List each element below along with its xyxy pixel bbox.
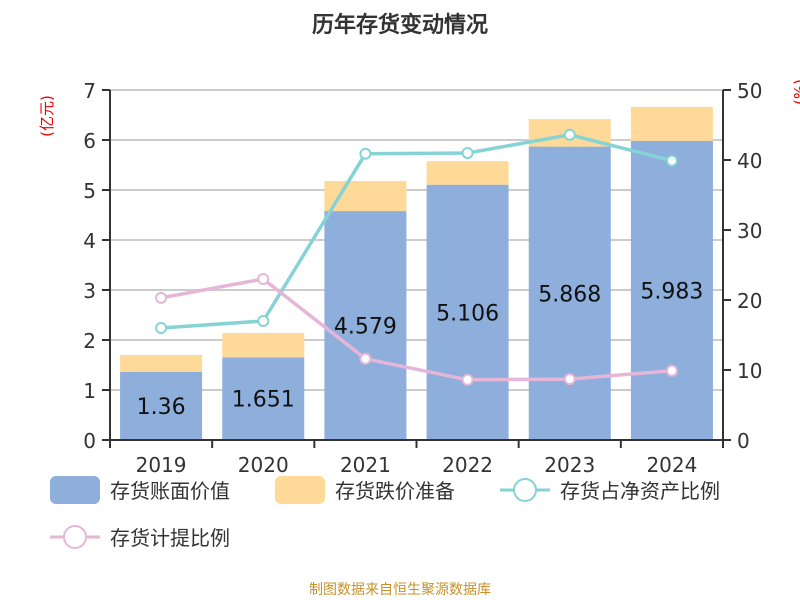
legend-swatch <box>50 476 100 504</box>
left-tick-label: 5 <box>83 179 96 203</box>
legend-label: 存货账面价值 <box>110 479 230 503</box>
data-label: 5.106 <box>436 301 499 326</box>
source-note: 制图数据来自恒生聚源数据库 <box>309 582 491 598</box>
legend-marker <box>513 478 537 502</box>
right-tick-label: 10 <box>737 359 762 383</box>
bar-impairment-reserve <box>120 355 203 372</box>
legend-marker <box>63 525 87 549</box>
left-tick-label: 6 <box>83 129 96 153</box>
right-tick-label: 20 <box>737 289 762 313</box>
bar-impairment-reserve <box>630 106 713 141</box>
line-point <box>359 352 372 365</box>
line-point <box>665 154 678 167</box>
left-tick-label: 7 <box>83 79 96 103</box>
x-tick-label: 2022 <box>442 453 493 477</box>
data-label: 1.36 <box>137 395 186 420</box>
line-point <box>257 315 270 327</box>
data-label: 4.579 <box>334 315 397 340</box>
x-tick-label: 2021 <box>340 453 391 477</box>
line-net-asset-ratio <box>160 133 673 330</box>
x-tick-label: 2020 <box>238 453 289 477</box>
bar-book-value <box>120 372 203 440</box>
left-tick-label: 1 <box>83 379 96 403</box>
bar-book-value <box>222 357 305 440</box>
right-tick-label: 50 <box>737 79 762 103</box>
legend-label: 存货计提比例 <box>110 526 230 550</box>
x-tick-label: 2023 <box>544 453 595 477</box>
line-point <box>257 273 270 285</box>
legend-label: 存货跌价准备 <box>335 479 455 503</box>
bar-book-value <box>426 184 509 440</box>
bar-impairment-reserve <box>324 181 407 212</box>
x-tick-label: 2024 <box>646 453 697 477</box>
right-tick-label: 0 <box>737 429 750 453</box>
line-point <box>665 364 678 377</box>
line-point <box>563 128 576 141</box>
bar-book-value <box>528 146 611 440</box>
left-tick-label: 2 <box>83 329 96 353</box>
data-label: 5.868 <box>538 282 601 307</box>
bar-impairment-reserve <box>426 161 509 185</box>
line-point <box>359 147 372 160</box>
bar-book-value <box>630 140 713 440</box>
data-label: 5.983 <box>640 279 703 304</box>
bar-book-value <box>324 211 407 440</box>
bar-impairment-reserve <box>222 332 305 358</box>
chart-title: 历年存货变动情况 <box>312 12 488 38</box>
line-point <box>461 147 474 159</box>
left-tick-label: 3 <box>83 279 96 303</box>
left-axis-unit: (亿元) <box>38 95 56 137</box>
left-tick-label: 4 <box>83 229 96 253</box>
line-point <box>155 322 168 334</box>
x-tick-label: 2019 <box>136 453 187 477</box>
legend-swatch <box>275 476 325 504</box>
line-point <box>563 373 576 386</box>
data-label: 1.651 <box>232 388 295 413</box>
right-tick-label: 30 <box>737 219 762 243</box>
right-tick-label: 40 <box>737 149 762 173</box>
line-point <box>461 373 474 386</box>
left-tick-label: 0 <box>83 429 96 453</box>
right-axis-unit: (%) <box>791 79 800 105</box>
legend-label: 存货占净资产比例 <box>560 479 720 503</box>
line-point <box>155 291 168 304</box>
line-provision-ratio <box>160 277 673 382</box>
